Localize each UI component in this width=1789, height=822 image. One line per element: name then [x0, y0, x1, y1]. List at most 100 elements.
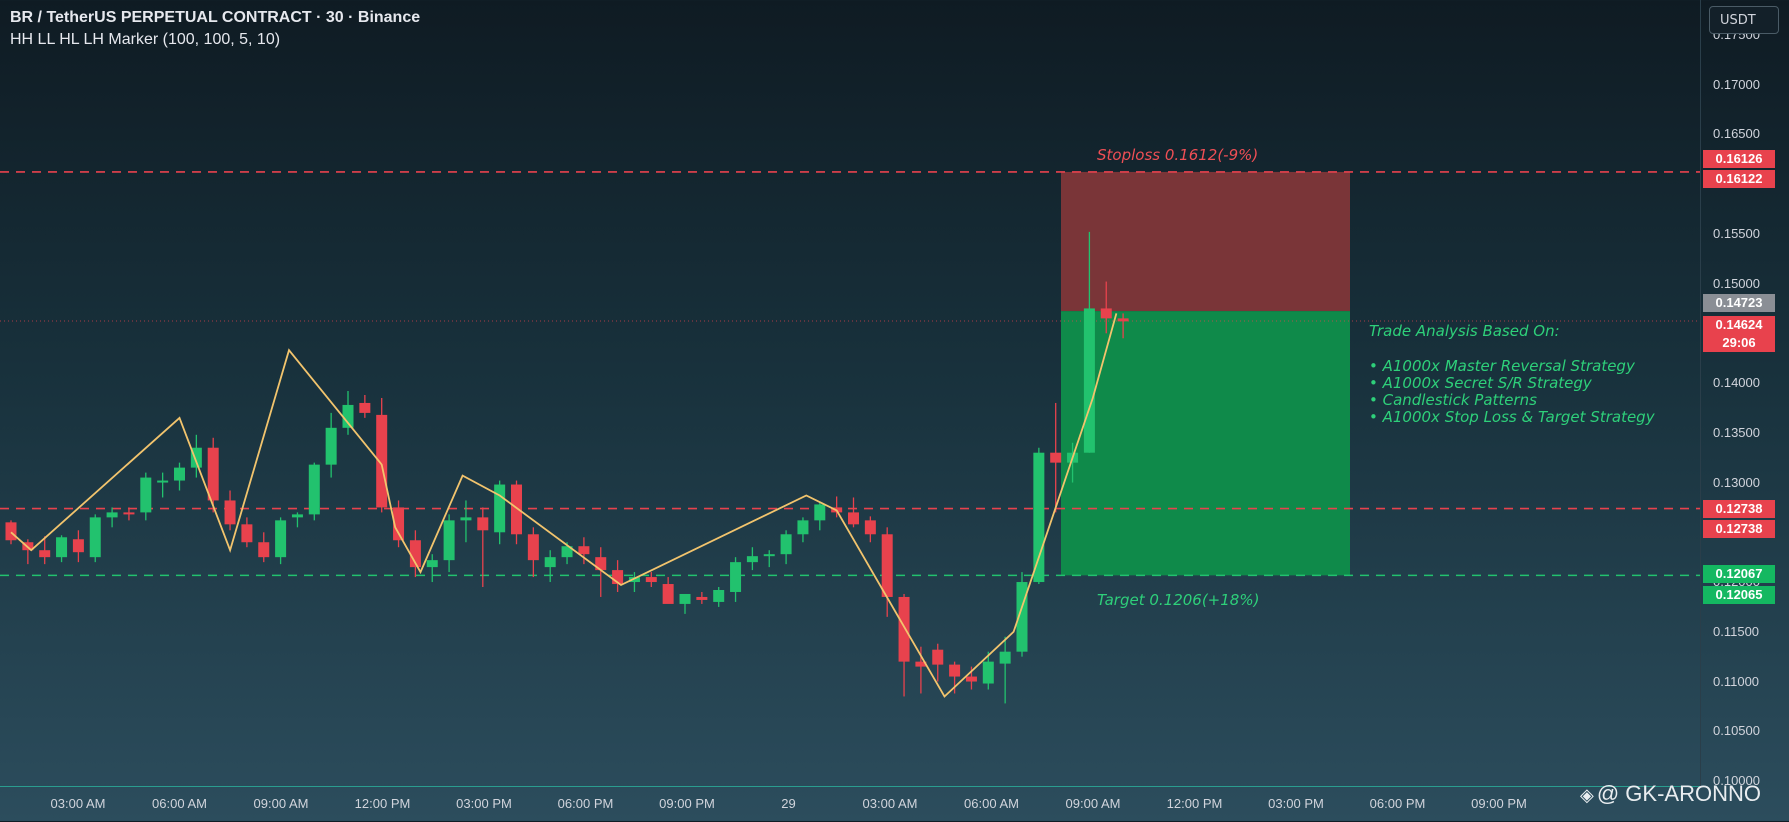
price-label: 0.14624 — [1703, 316, 1775, 334]
candle-body — [157, 480, 169, 483]
time-label: 06:00 PM — [557, 796, 614, 811]
time-label: 03:00 PM — [1268, 796, 1324, 811]
time-label: 09:00 AM — [253, 796, 309, 811]
price-axis[interactable]: 0.175000.170000.165000.160000.155000.150… — [1700, 0, 1789, 788]
candle-body — [72, 539, 84, 553]
price-tick: 0.11500 — [1713, 623, 1760, 639]
candle-body — [359, 402, 371, 413]
analysis-item: • A1000x Stop Loss & Target Strategy — [1369, 408, 1655, 426]
price-label: 0.12065 — [1703, 586, 1775, 604]
candle-body — [393, 507, 405, 541]
stoploss-annotation: Stoploss 0.1612(-9%) — [1097, 146, 1259, 164]
time-label: 12:00 PM — [1166, 796, 1223, 811]
candle-body — [460, 517, 472, 521]
analysis-title: Trade Analysis Based On: — [1369, 322, 1560, 340]
candle-body — [662, 584, 674, 604]
time-label: 12:00 PM — [354, 796, 411, 811]
watermark: ◈ @ GK-ARONNO — [1580, 781, 1761, 807]
candle-body — [89, 517, 101, 558]
time-label: 03:00 AM — [862, 796, 918, 811]
price-label: 0.12738 — [1703, 500, 1775, 518]
candle-body — [544, 557, 556, 568]
candle-body — [477, 517, 489, 531]
analysis-item: • A1000x Secret S/R Strategy — [1369, 374, 1592, 392]
candle-body — [106, 512, 118, 518]
candle-body — [982, 661, 994, 684]
candle-body — [376, 414, 388, 508]
candle-body — [325, 427, 337, 465]
candle-body — [527, 534, 539, 561]
target-zone — [1061, 311, 1350, 576]
time-label: 06:00 PM — [1369, 796, 1426, 811]
analysis-item: • A1000x Master Reversal Strategy — [1369, 357, 1635, 375]
candle-body — [864, 520, 876, 535]
candle-body — [511, 484, 522, 535]
symbol-title[interactable]: BR / TetherUS PERPETUAL CONTRACT · 30 · … — [10, 9, 421, 26]
candle-body — [561, 546, 573, 558]
candle-body — [730, 562, 742, 592]
zigzag-line — [10, 313, 1118, 698]
watermark-text: @ GK-ARONNO — [1596, 781, 1761, 806]
candle-body — [965, 676, 977, 682]
candle-body — [308, 464, 320, 515]
time-label: 03:00 AM — [50, 796, 106, 811]
candle-body — [174, 467, 185, 481]
candle-body — [932, 649, 944, 665]
candle-body — [258, 542, 270, 558]
price-label: 0.12738 — [1703, 520, 1775, 538]
price-label: 29:06 — [1703, 334, 1775, 352]
price-tick: 0.17000 — [1713, 76, 1760, 92]
candle-body — [746, 556, 758, 563]
candle-body — [612, 570, 624, 585]
candle-body — [140, 477, 152, 513]
candle-body — [241, 524, 253, 543]
candle-body — [949, 664, 961, 677]
price-chart[interactable] — [0, 0, 1700, 786]
price-tick: 0.10500 — [1713, 723, 1760, 739]
time-label: 03:00 PM — [456, 796, 512, 811]
candle-body — [1117, 318, 1129, 322]
candle-body — [881, 534, 893, 597]
candle-body — [1033, 452, 1045, 583]
candle-body — [578, 546, 590, 555]
candle-body — [848, 512, 859, 525]
time-label: 09:00 PM — [1471, 796, 1527, 811]
candle-body — [443, 520, 455, 561]
candle-body — [814, 504, 826, 521]
candle-body — [645, 577, 657, 583]
time-label: 09:00 AM — [1065, 796, 1121, 811]
price-tick: 0.13000 — [1713, 474, 1760, 490]
candle-body — [898, 596, 910, 662]
price-label: 0.16122 — [1703, 170, 1775, 188]
price-tick: 0.15500 — [1713, 225, 1760, 241]
candle-body — [224, 500, 236, 525]
candle-body — [797, 520, 809, 535]
analysis-item: • Candlestick Patterns — [1369, 391, 1537, 409]
candle-body — [494, 484, 506, 533]
indicator-legend[interactable]: HH LL HL LH Marker (100, 100, 5, 10) — [10, 31, 281, 48]
candle-body — [1050, 452, 1062, 463]
candle-body — [696, 596, 708, 600]
target-annotation: Target 0.1206(+18%) — [1097, 591, 1260, 609]
time-axis[interactable]: 03:00 AM 06:00 AM 09:00 AM 12:00 PM 03:00 PM… — [0, 786, 1700, 822]
price-label: 0.12067 — [1703, 565, 1775, 583]
candle-body — [1083, 308, 1095, 453]
candle-body — [713, 589, 725, 602]
candle-body — [275, 520, 287, 558]
price-label: 0.16126 — [1703, 150, 1775, 168]
candle-body — [1100, 308, 1112, 319]
candle-body — [999, 651, 1011, 664]
price-tick: 0.16500 — [1713, 126, 1760, 142]
candle-body — [5, 522, 17, 541]
time-label: 06:00 AM — [964, 796, 1019, 811]
chart-area[interactable] — [0, 0, 1700, 786]
price-tick: 0.13500 — [1713, 424, 1760, 440]
price-tick: 0.15000 — [1713, 275, 1760, 291]
candle-body — [679, 593, 691, 604]
stoploss-zone — [1061, 171, 1350, 312]
candle-body — [628, 577, 640, 583]
currency-button[interactable]: USDT — [1709, 6, 1779, 34]
candle-body — [342, 404, 354, 428]
time-label: 29 — [781, 796, 796, 811]
candle-body — [207, 447, 219, 501]
